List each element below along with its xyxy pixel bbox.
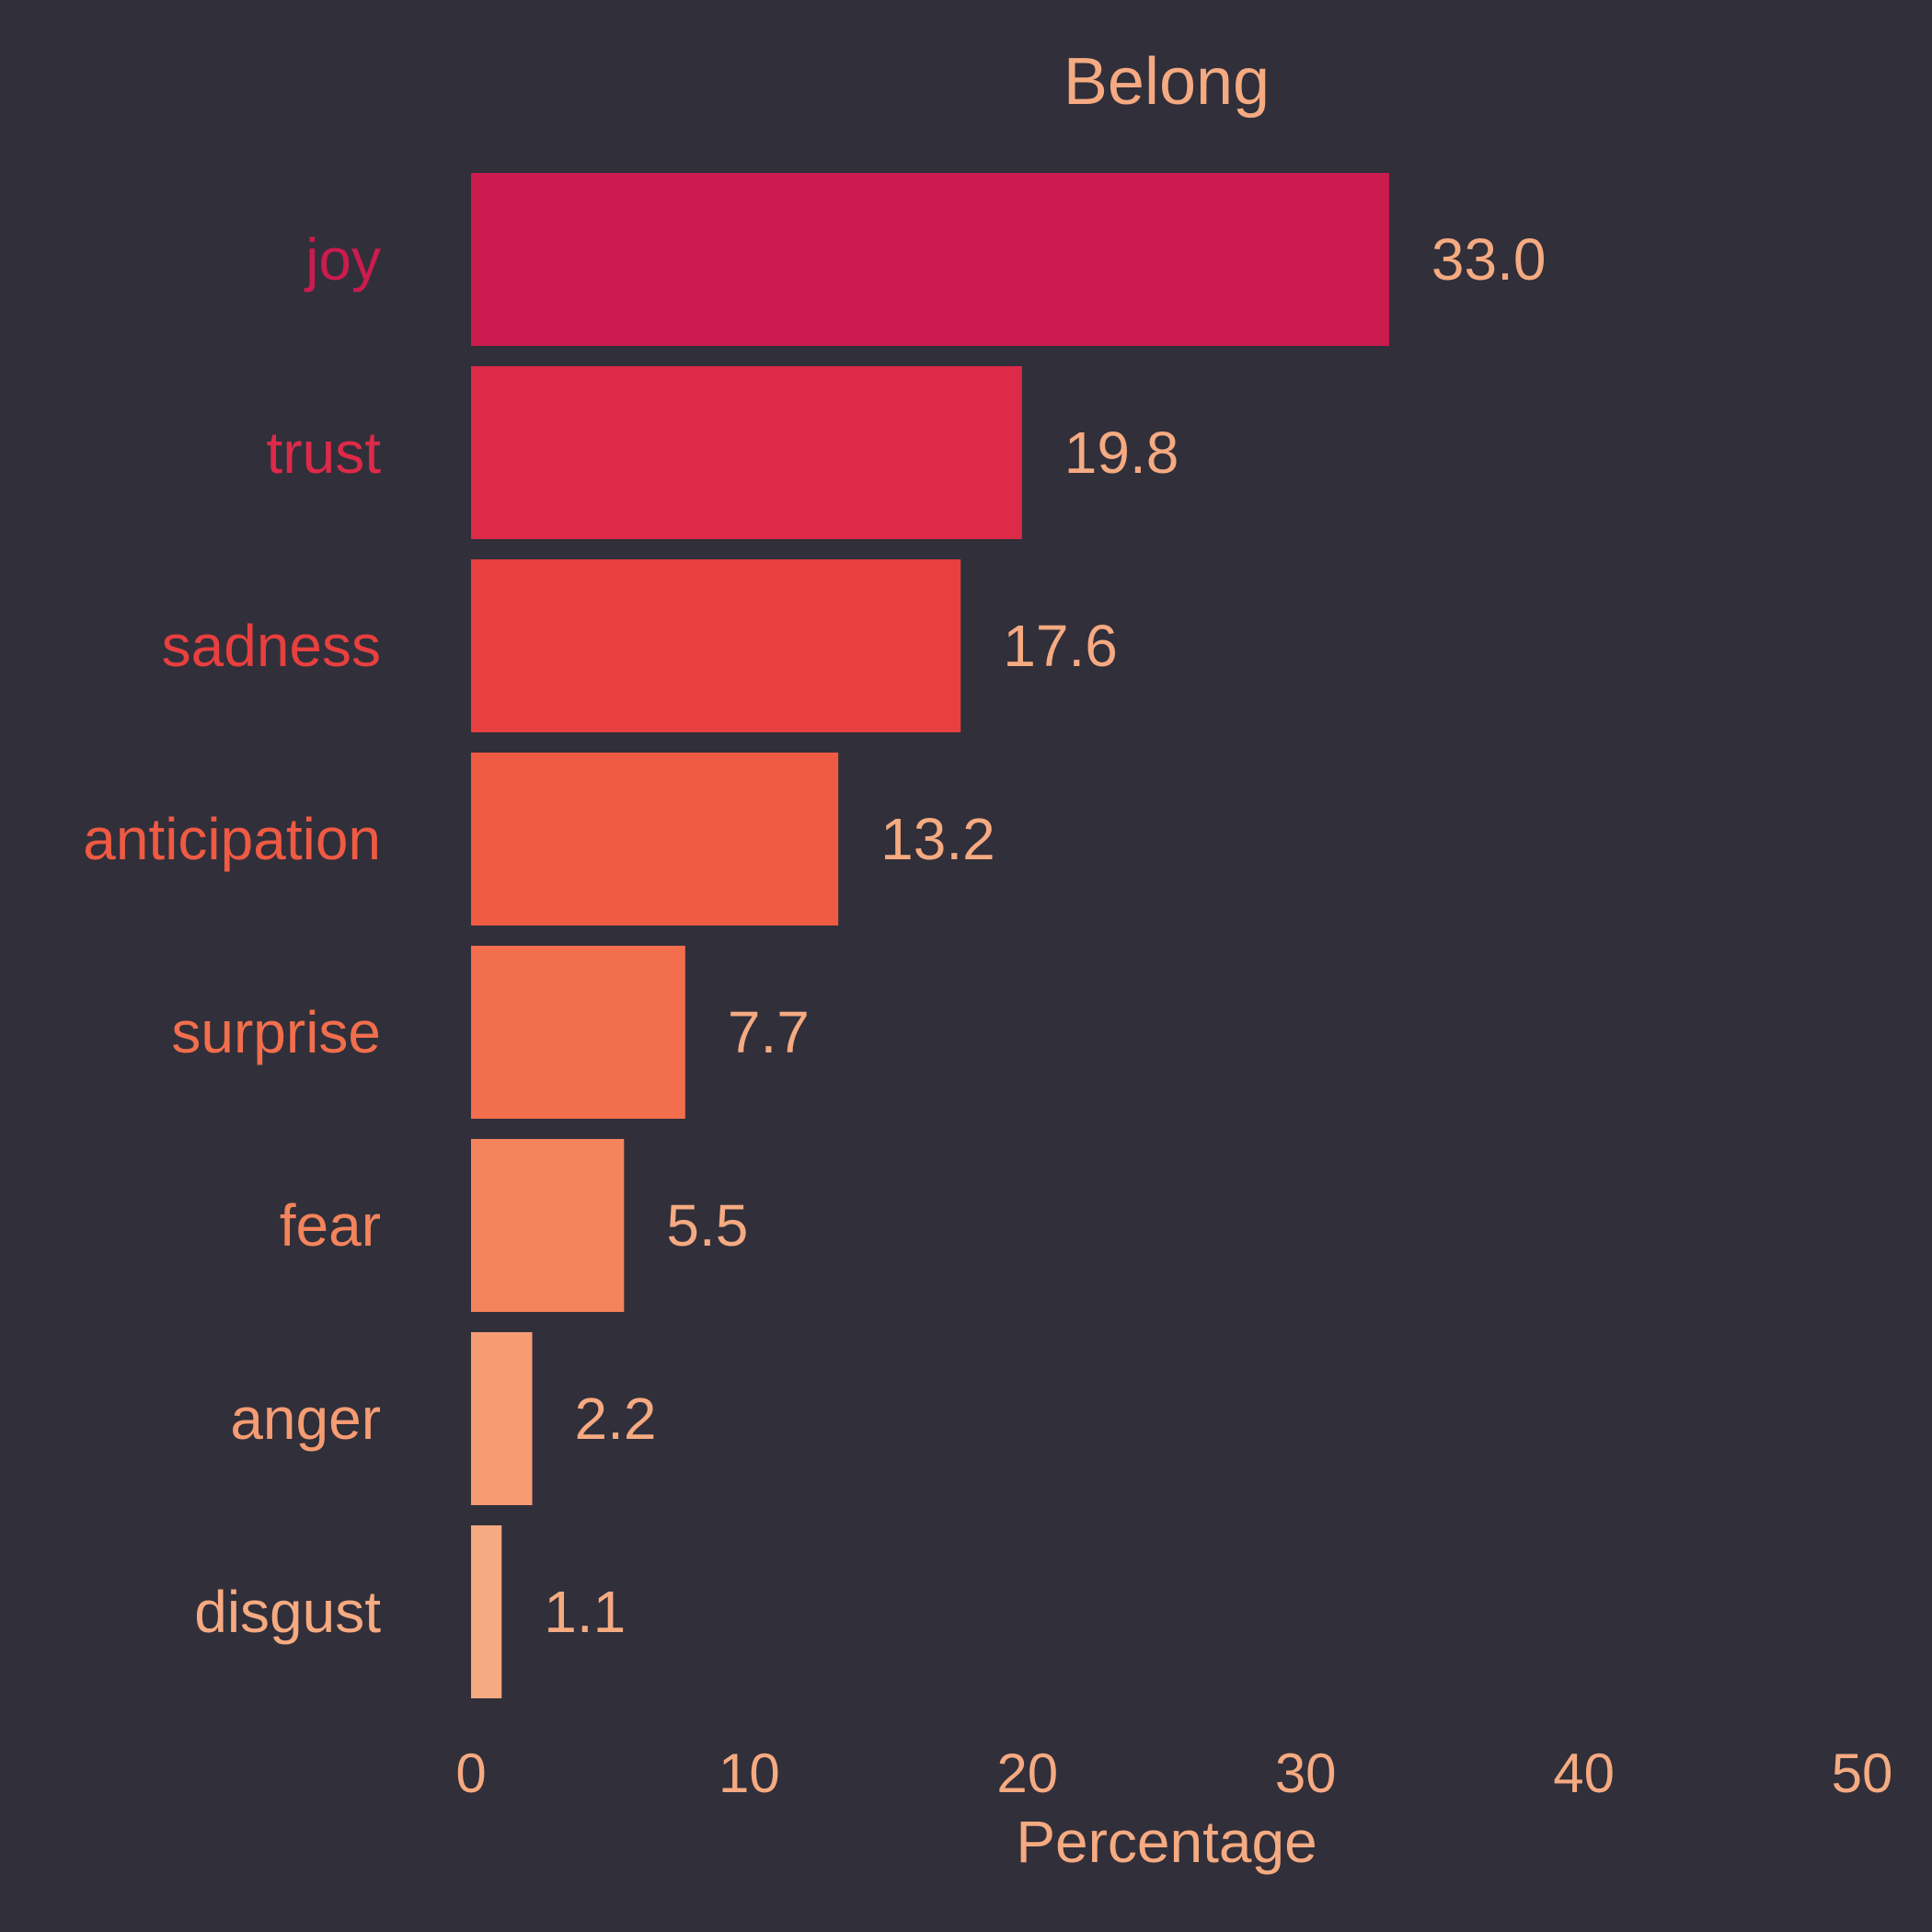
category-label-fear: fear [280, 1192, 381, 1259]
category-label-sadness: sadness [162, 613, 381, 679]
x-axis-label: Percentage [1016, 1809, 1317, 1875]
bar-sadness [471, 559, 961, 732]
bar-anticipation [471, 753, 839, 926]
category-label-joy: joy [304, 226, 381, 293]
category-label-anticipation: anticipation [83, 806, 381, 872]
x-tick-label-20: 20 [996, 1742, 1058, 1804]
x-tick-label-10: 10 [719, 1742, 780, 1804]
x-tick-label-30: 30 [1275, 1742, 1337, 1804]
category-label-anger: anger [230, 1386, 381, 1452]
bar-surprise [471, 946, 685, 1119]
bar-trust [471, 366, 1022, 539]
bar-joy [471, 173, 1389, 346]
x-axis: 0 10 20 30 40 50 [455, 1742, 1892, 1804]
value-label-surprise: 7.7 [728, 999, 810, 1065]
chart-title: Belong [1064, 45, 1270, 119]
bar-fear [471, 1139, 625, 1312]
value-label-joy: 33.0 [1432, 226, 1547, 293]
category-label-surprise: surprise [171, 999, 381, 1065]
category-label-disgust: disgust [194, 1579, 381, 1645]
value-label-anticipation: 13.2 [880, 806, 995, 872]
value-label-disgust: 1.1 [544, 1579, 626, 1645]
bar-anger [471, 1332, 533, 1505]
value-label-trust: 19.8 [1064, 420, 1179, 486]
x-tick-label-40: 40 [1553, 1742, 1615, 1804]
bar-disgust [471, 1525, 502, 1698]
value-label-sadness: 17.6 [1003, 613, 1118, 679]
category-label-trust: trust [267, 420, 382, 486]
value-label-anger: 2.2 [575, 1386, 657, 1452]
x-tick-label-0: 0 [455, 1742, 486, 1804]
x-tick-label-50: 50 [1832, 1742, 1893, 1804]
bars-layer: joy 33.0 trust 19.8 sadness 17.6 anticipation 1… [83, 173, 1546, 1698]
value-label-fear: 5.5 [666, 1192, 748, 1259]
